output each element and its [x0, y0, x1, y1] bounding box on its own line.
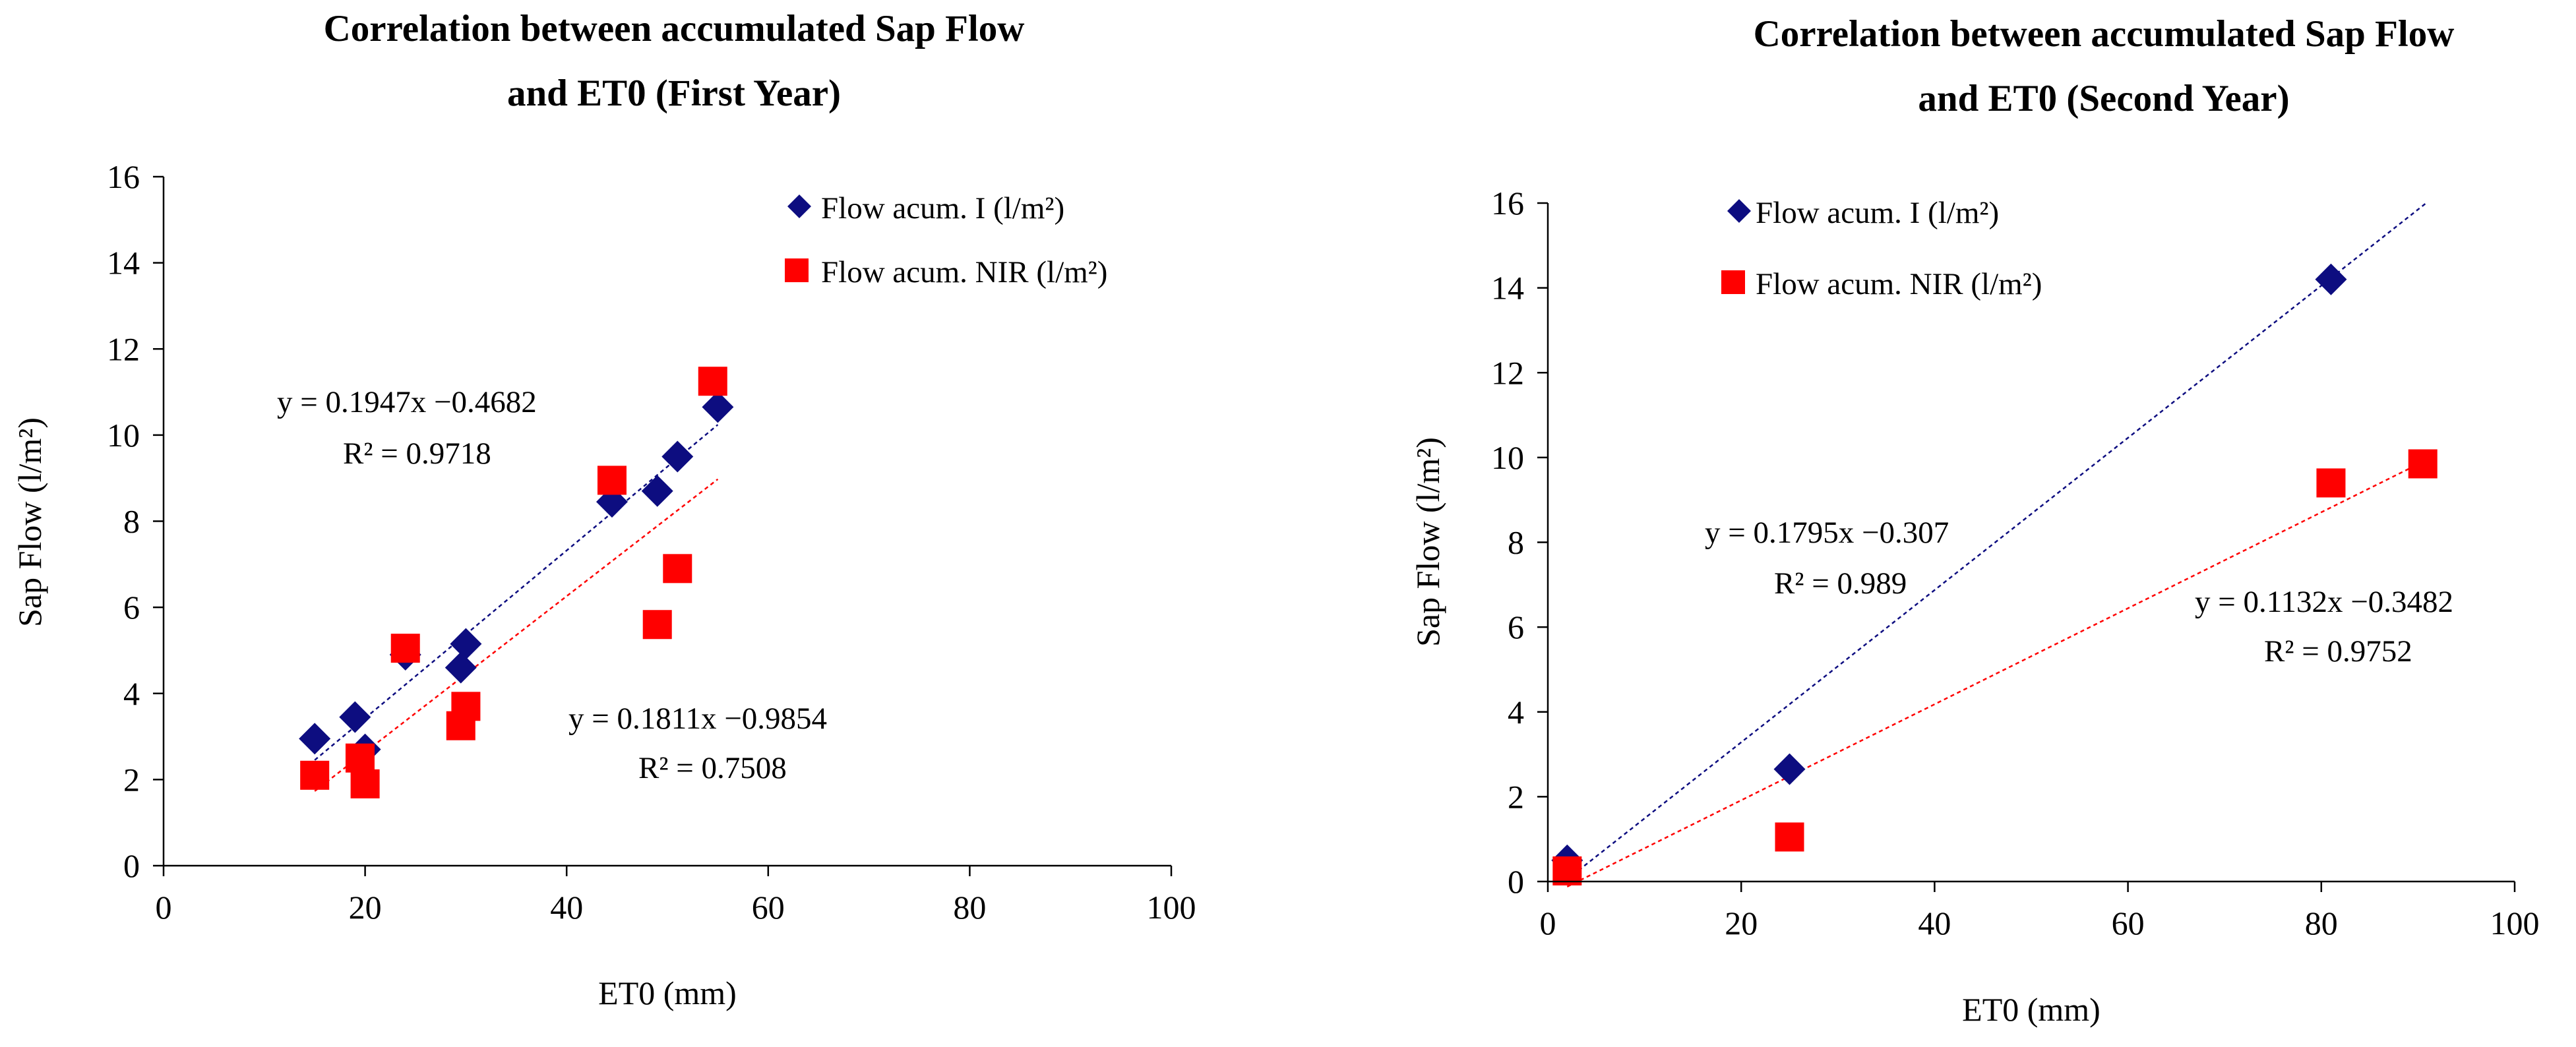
y-tick-label: 16: [107, 158, 140, 195]
data-point: [1775, 822, 1804, 852]
x-tick-label: 80: [2305, 905, 2338, 942]
chart-title-line-2: and ET0 (Second Year): [1918, 78, 2289, 119]
data-point: [597, 465, 627, 495]
data-point: [445, 651, 477, 684]
chart-title-line-2: and ET0 (First Year): [507, 73, 841, 114]
y-tick-label: 10: [1491, 439, 1524, 476]
trendline-equation-text: y = 0.1795x −0.307: [1705, 516, 1949, 550]
y-tick-label: 2: [123, 761, 140, 798]
y-tick-label: 2: [1508, 778, 1524, 815]
chart-marks-first-year: [299, 367, 734, 798]
trendline: [1566, 201, 2428, 880]
y-tick-label: 8: [1508, 524, 1524, 561]
trendline-equation-text: y = 0.1132x −0.3482: [2195, 585, 2453, 619]
x-axis-label: ET0 (mm): [598, 974, 737, 1011]
y-tick-label: 12: [1491, 354, 1524, 391]
chart-first-year: Correlation between accumulated Sap Flow…: [11, 8, 1196, 1011]
legend-marker-diamond: [787, 194, 811, 218]
legend: Flow acum. I (l/m²) Flow acum. NIR (l/m²…: [785, 191, 1107, 289]
y-tick-label: 10: [107, 417, 140, 454]
data-point: [345, 743, 375, 773]
x-tick-label: 80: [953, 889, 986, 926]
trendline: [314, 478, 719, 792]
x-tick-label: 0: [156, 889, 172, 926]
legend-marker-diamond: [1727, 199, 1751, 223]
data-point: [698, 367, 727, 396]
x-tick-label: 100: [1147, 889, 1196, 926]
x-axis-label: ET0 (mm): [1962, 991, 2101, 1028]
trendline-r2-text: R² = 0.9752: [2264, 634, 2412, 669]
chart-marks-second-year: [1551, 201, 2438, 887]
trendline-r2-text: R² = 0.989: [1774, 566, 1907, 601]
y-axis-label: Sap Flow (l/m²): [1409, 437, 1446, 647]
legend-marker-square: [1721, 270, 1745, 294]
y-tick-label: 8: [123, 503, 140, 540]
x-tick-label: 100: [2490, 905, 2540, 942]
data-point: [299, 723, 331, 755]
y-tick-label: 4: [123, 675, 140, 712]
legend-label: Flow acum. NIR (l/m²): [1756, 267, 2042, 301]
y-tick-label: 12: [107, 330, 140, 367]
chart-title-line-1: Correlation between accumulated Sap Flow: [1754, 13, 2455, 55]
data-point: [641, 475, 673, 507]
y-tick-label: 14: [107, 245, 140, 282]
chart-second-year: Correlation between accumulated Sap Flow…: [1409, 13, 2540, 1028]
x-tick-label: 40: [1918, 905, 1951, 942]
data-point: [300, 760, 330, 790]
trendline-equation-text: y = 0.1811x −0.9854: [568, 702, 827, 736]
data-point: [661, 440, 694, 473]
data-point: [642, 610, 672, 640]
x-tick-label: 40: [550, 889, 583, 926]
trendline-equation-text: y = 0.1947x −0.4682: [277, 385, 537, 419]
y-tick-label: 0: [1508, 863, 1524, 900]
data-point: [339, 701, 371, 733]
y-tick-label: 6: [1508, 609, 1524, 645]
y-tick-label: 16: [1491, 185, 1524, 222]
x-tick-label: 60: [2112, 905, 2145, 942]
legend-label: Flow acum. I (l/m²): [821, 191, 1064, 225]
trendline: [314, 424, 719, 761]
axis-ticks-first-year: 0 20 40 60 80 100 0 2 4 6 8 10 12 14 16: [107, 158, 1196, 926]
data-point: [663, 554, 692, 583]
trendline-equation: y = 0.1947x −0.4682 R² = 0.9718 y = 0.18…: [277, 385, 827, 785]
data-point: [451, 692, 481, 721]
x-tick-label: 20: [349, 889, 382, 926]
trendline-equation: y = 0.1795x −0.307 R² = 0.989 y = 0.1132…: [1705, 516, 2453, 669]
axis-ticks-second-year: 0 20 40 60 80 100 0 2 4 6 8 10 12 14 16: [1491, 185, 2540, 942]
data-point: [1773, 753, 1806, 785]
data-point: [702, 391, 734, 423]
y-tick-label: 6: [123, 589, 140, 626]
legend-label: Flow acum. I (l/m²): [1756, 196, 1999, 230]
y-tick-label: 14: [1491, 270, 1524, 307]
data-point: [2315, 263, 2347, 295]
data-point: [450, 628, 482, 660]
chart-title-line-1: Correlation between accumulated Sap Flow: [324, 8, 1025, 49]
x-tick-label: 20: [1725, 905, 1758, 942]
data-point: [2316, 468, 2346, 498]
x-tick-label: 0: [1540, 905, 1556, 942]
data-point: [350, 769, 380, 798]
trendline-r2-text: R² = 0.9718: [343, 436, 491, 471]
data-point: [1552, 856, 1582, 885]
data-point: [390, 634, 420, 663]
trendline-r2-text: R² = 0.7508: [638, 751, 787, 785]
y-tick-label: 0: [123, 847, 140, 884]
x-tick-label: 60: [752, 889, 785, 926]
legend-label: Flow acum. NIR (l/m²): [821, 255, 1107, 289]
trendline: [1566, 458, 2428, 887]
data-point: [2408, 449, 2438, 479]
y-axis-label: Sap Flow (l/m²): [11, 417, 48, 627]
legend-marker-square: [785, 258, 809, 282]
y-tick-label: 4: [1508, 694, 1524, 731]
legend: Flow acum. I (l/m²) Flow acum. NIR (l/m²…: [1721, 196, 2042, 301]
